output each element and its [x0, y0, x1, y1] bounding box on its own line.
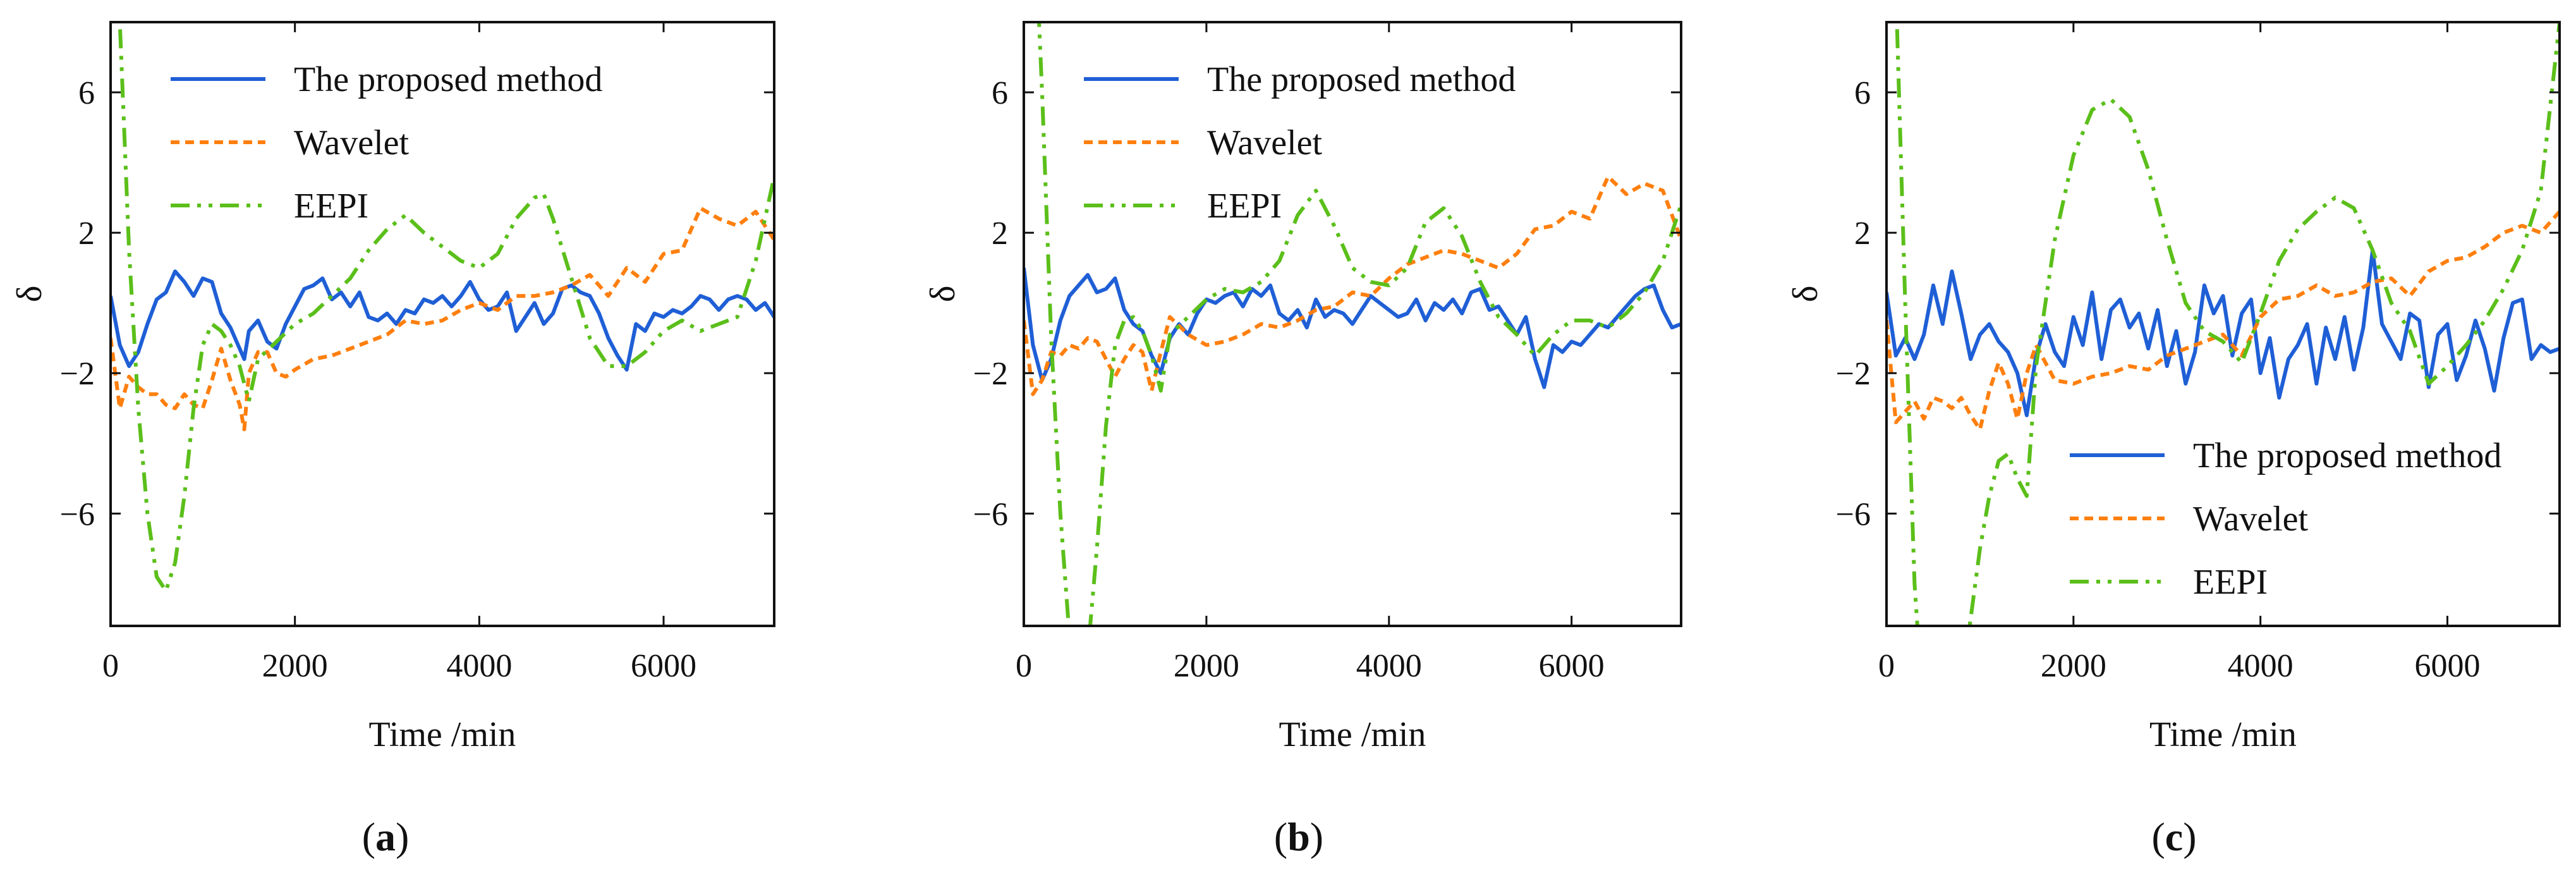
panel-label: (b): [1274, 814, 1323, 859]
x-axis-label: Time /min: [1279, 715, 1426, 754]
y-tick-label: 6: [78, 75, 95, 111]
panel-label-letter: b: [1287, 814, 1310, 859]
legend: The proposed method Wavelet EEPI: [2070, 436, 2501, 602]
legend-label-wavelet: Wavelet: [1207, 123, 1322, 162]
x-tick-label: 2000: [1174, 648, 1239, 684]
y-tick-label: −6: [973, 496, 1008, 532]
axes-frame: [109, 21, 775, 627]
axes-frame: [1885, 21, 2561, 627]
panel-label-open-paren: (: [362, 814, 375, 859]
panel-label-open-paren: (: [1274, 814, 1287, 859]
legend-label-proposed: The proposed method: [294, 60, 602, 99]
series-line-proposed: [1024, 267, 1681, 389]
x-tick-label: 4000: [2228, 648, 2293, 684]
y-tick-label: −2: [1836, 356, 1871, 392]
legend-label-eepi: EEPI: [2193, 563, 2268, 602]
legend-label-proposed: The proposed method: [1207, 60, 1516, 99]
y-tick-label: 2: [78, 216, 95, 252]
legend-label-proposed: The proposed method: [2193, 436, 2501, 475]
series-line-proposed: [111, 269, 774, 372]
panel-label: (a): [362, 814, 410, 859]
x-tick-label: 2000: [2041, 648, 2106, 684]
x-tick-label: 2000: [262, 648, 328, 684]
x-tick-label: 4000: [446, 648, 512, 684]
panel-b: 0 2000 4000 6000 6 2 −2 −6 Time /min δ The propose…: [923, 21, 1682, 859]
legend: The proposed method Wavelet EEPI: [171, 60, 602, 226]
y-axis-label: δ: [1786, 286, 1825, 302]
legend-label-eepi: EEPI: [1207, 187, 1282, 226]
series-line-wavelet: [1886, 210, 2560, 432]
x-axis-label: Time /min: [369, 715, 516, 754]
x-tick-label: 0: [1016, 648, 1032, 684]
y-tick-label: −6: [60, 496, 95, 532]
panel-label-letter: a: [375, 814, 396, 859]
legend: The proposed method Wavelet EEPI: [1084, 60, 1516, 226]
x-tick-label: 0: [102, 648, 119, 684]
series-line-eepi: [1037, 22, 1681, 626]
panel-label-close-paren: ): [2183, 814, 2196, 859]
panel-label-open-paren: (: [2151, 814, 2165, 859]
y-tick-label: −6: [1836, 496, 1871, 532]
y-tick-label: 2: [1854, 216, 1871, 252]
panel-label-letter: c: [2165, 814, 2183, 859]
panel-a: 0 2000 4000 6000 6 2 −2 −6 Time /min δ The propose…: [10, 21, 775, 859]
panel-label: (c): [2151, 814, 2196, 859]
x-tick-label: 6000: [1539, 648, 1605, 684]
x-axis-label: Time /min: [2149, 715, 2297, 754]
legend-label-wavelet: Wavelet: [2193, 499, 2308, 539]
series-line-wavelet: [1024, 174, 1681, 396]
y-tick-label: 2: [992, 216, 1008, 252]
x-tick-label: 6000: [2415, 648, 2481, 684]
legend-label-eepi: EEPI: [294, 187, 368, 226]
y-tick-label: −2: [60, 356, 95, 392]
panel-label-close-paren: ): [1310, 814, 1323, 859]
series-line-proposed: [1886, 248, 2560, 417]
y-axis-label: δ: [10, 286, 49, 302]
y-axis-label: δ: [923, 286, 963, 302]
panel-label-close-paren: ): [396, 814, 409, 859]
series-line-eepi: [1895, 22, 2560, 626]
series-line-eepi: [118, 22, 774, 593]
legend-label-wavelet: Wavelet: [294, 123, 409, 162]
x-tick-label: 4000: [1356, 648, 1422, 684]
y-tick-label: 6: [992, 75, 1008, 111]
x-tick-label: 6000: [631, 648, 696, 684]
axes-frame: [1023, 21, 1682, 627]
x-tick-label: 0: [1878, 648, 1895, 684]
series-line-wavelet: [111, 206, 774, 432]
y-tick-label: 6: [1854, 75, 1871, 111]
y-tick-label: −2: [973, 356, 1008, 392]
panel-c: 0 2000 4000 6000 6 2 −2 −6 Time /min δ The propose…: [1786, 21, 2561, 859]
